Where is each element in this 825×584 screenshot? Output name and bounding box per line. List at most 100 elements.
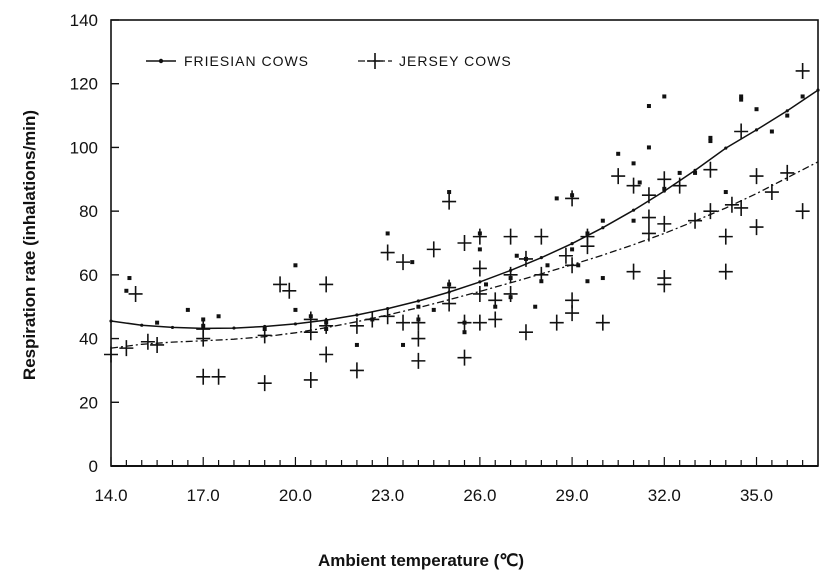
fit-line-dot [570, 242, 574, 246]
data-point-friesian [723, 190, 728, 195]
data-point-jersey [688, 212, 703, 229]
data-point-friesian [216, 314, 221, 319]
x-axis-title: Ambient temperature (℃) [318, 551, 524, 570]
data-point-jersey [303, 324, 318, 341]
data-point-jersey [657, 276, 672, 293]
data-point-friesian [462, 330, 467, 335]
data-point-jersey [396, 254, 411, 271]
data-point-jersey [196, 330, 211, 347]
data-point-jersey [641, 225, 656, 242]
data-point-jersey [196, 368, 211, 385]
data-point-jersey [128, 285, 143, 302]
data-point-jersey [119, 340, 134, 357]
data-point-friesian [600, 218, 605, 223]
data-point-jersey [273, 276, 288, 293]
data-point-friesian [631, 218, 636, 223]
legend-item-jersey: JERSEY COWS [358, 53, 512, 69]
data-point-jersey [349, 317, 364, 334]
data-point-jersey [626, 263, 641, 280]
data-point-jersey [411, 352, 426, 369]
data-point-jersey [534, 266, 549, 283]
data-point-jersey [657, 171, 672, 188]
data-point-jersey [396, 314, 411, 331]
y-tick-label: 100 [70, 138, 98, 157]
data-point-friesian [754, 107, 759, 112]
data-point-friesian [662, 94, 667, 99]
data-point-jersey [488, 311, 503, 328]
data-point-friesian [769, 129, 774, 134]
data-point-jersey [472, 260, 487, 277]
data-point-jersey [457, 235, 472, 251]
data-point-jersey [724, 196, 739, 213]
fit-line-dot [601, 226, 605, 230]
fit-line-dot [170, 325, 175, 330]
data-point-jersey [457, 314, 472, 331]
data-points [104, 62, 810, 392]
y-tick-label: 80 [79, 202, 98, 221]
data-point-friesian [354, 342, 359, 347]
data-point-friesian [739, 94, 744, 99]
data-point-friesian [127, 276, 132, 281]
data-point-jersey [718, 228, 733, 245]
fit-line-dot [416, 299, 420, 303]
data-point-jersey [549, 314, 564, 331]
data-point-friesian [800, 94, 805, 99]
fit-line-dot [232, 326, 236, 330]
data-point-jersey [442, 295, 457, 312]
data-point-jersey [657, 215, 672, 232]
data-point-friesian [545, 263, 550, 268]
data-point-jersey [626, 177, 641, 194]
data-point-jersey [558, 247, 573, 264]
data-point-friesian [185, 307, 190, 312]
data-point-friesian [646, 104, 651, 109]
data-point-jersey [565, 257, 580, 274]
data-point-jersey [764, 184, 779, 201]
data-point-friesian [431, 307, 436, 312]
data-point-jersey [442, 279, 457, 296]
data-point-jersey [565, 190, 580, 207]
y-tick-label: 140 [70, 11, 98, 30]
legend-label-friesian: FRIESIAN COWS [184, 53, 309, 69]
data-point-jersey [611, 168, 626, 185]
data-point-friesian [662, 186, 667, 191]
x-tick-label: 14.0 [94, 486, 127, 505]
legend: FRIESIAN COWS JERSEY COWS [146, 53, 512, 69]
data-point-friesian [600, 276, 605, 281]
x-tick-label: 17.0 [187, 486, 220, 505]
data-point-jersey [503, 285, 518, 302]
data-point-jersey [365, 311, 380, 328]
data-point-jersey [503, 228, 518, 245]
data-point-friesian [385, 231, 390, 236]
data-point-jersey [641, 209, 656, 226]
fit-curves [109, 88, 820, 349]
data-point-jersey [472, 228, 487, 245]
x-tick-label: 35.0 [740, 486, 773, 505]
x-tick-label: 20.0 [279, 486, 312, 505]
x-axis-ticks: 14.0 17.0 20.0 23.0 26.0 29.0 32.0 35.0 [94, 457, 819, 505]
data-point-jersey [319, 346, 334, 363]
data-point-jersey [257, 375, 272, 392]
data-point-jersey [150, 336, 165, 353]
data-point-friesian [739, 97, 744, 102]
data-point-jersey [472, 314, 487, 331]
data-point-friesian [293, 307, 298, 312]
data-point-friesian [708, 139, 713, 144]
data-point-jersey [442, 193, 457, 210]
y-tick-label: 60 [79, 266, 98, 285]
fit-line-friesian [110, 89, 819, 330]
data-point-friesian [514, 253, 519, 258]
data-point-jersey [672, 177, 687, 194]
data-point-friesian [646, 145, 651, 150]
x-tick-label: 32.0 [648, 486, 681, 505]
data-point-jersey [749, 219, 764, 236]
legend-item-friesian: FRIESIAN COWS [146, 53, 309, 69]
data-point-jersey [795, 62, 810, 79]
legend-label-jersey: JERSEY COWS [399, 53, 512, 69]
data-point-friesian [447, 190, 452, 195]
data-point-friesian [533, 304, 538, 309]
fit-line-dot [816, 88, 820, 92]
data-point-jersey [780, 164, 795, 181]
fit-line-dot [785, 109, 789, 113]
y-tick-label: 0 [89, 457, 98, 476]
